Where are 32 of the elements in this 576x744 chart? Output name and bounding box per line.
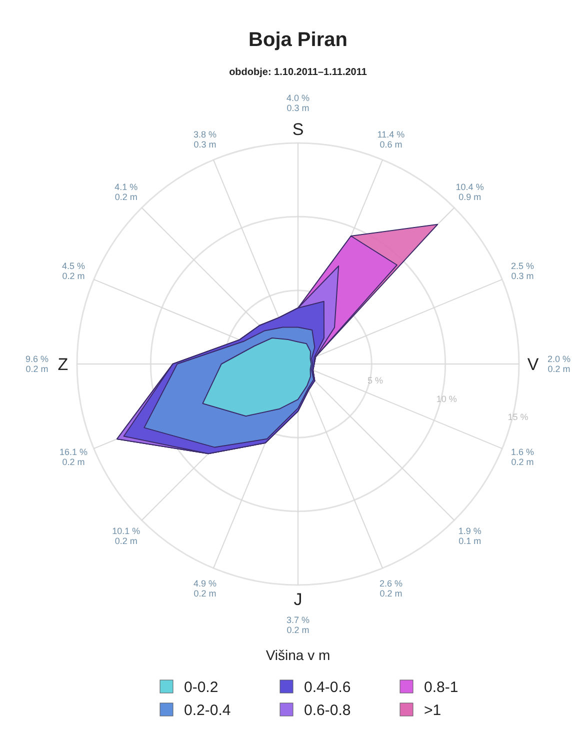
legend-label: 0.4-0.6 (304, 679, 351, 696)
legend-label: >1 (424, 702, 442, 719)
spoke-label: 2.5 % 0.3 m (510, 261, 534, 282)
spoke-label: 3.7 % 0.2 m (286, 615, 310, 635)
chart-title: Boja Piran (248, 29, 348, 51)
y-tick-label: 10 % (436, 394, 457, 404)
legend-title: Višina v m (266, 647, 330, 663)
text: S (292, 120, 304, 139)
y-tick-label: 15 % (508, 412, 528, 422)
spoke-label: 10.4 % 0.9 m (456, 182, 484, 202)
spoke-label: 1.6 % 0.2 m (510, 446, 534, 467)
text: V (527, 355, 540, 374)
spoke-label: 16.1 % 0.2 m (59, 446, 88, 467)
legend-label: 0.2-0.4 (184, 702, 231, 719)
spoke-label: 4.0 % 0.3 m (286, 93, 310, 113)
spoke-label: 4.5 % 0.2 m (62, 261, 86, 282)
text: J (294, 590, 302, 609)
spoke-label: 1.9 % 0.1 m (458, 526, 482, 546)
legend-label: 0.6-0.8 (304, 702, 351, 719)
spoke-label: 10.1 % 0.2 m (112, 526, 140, 546)
spoke-label: 3.8 % 0.3 m (194, 129, 217, 150)
spoke-label: 2.0 % 0.2 m (547, 354, 571, 374)
legend-label: 0.8-1 (424, 679, 458, 696)
spoke-label: 9.6 % 0.2 m (25, 354, 49, 374)
y-tick-label: 5 % (367, 376, 383, 386)
spoke-label: 4.1 % 0.2 m (114, 182, 138, 202)
spoke-label: 2.6 % 0.2 m (379, 578, 402, 599)
chart-subtitle: obdobje: 1.10.2011–1.11.2011 (229, 67, 368, 78)
legend-label: 0-0.2 (184, 679, 218, 696)
text: Z (58, 355, 68, 374)
spoke-label: 4.9 % 0.2 m (194, 578, 217, 599)
spoke-label: 11.4 % 0.6 m (377, 129, 405, 150)
